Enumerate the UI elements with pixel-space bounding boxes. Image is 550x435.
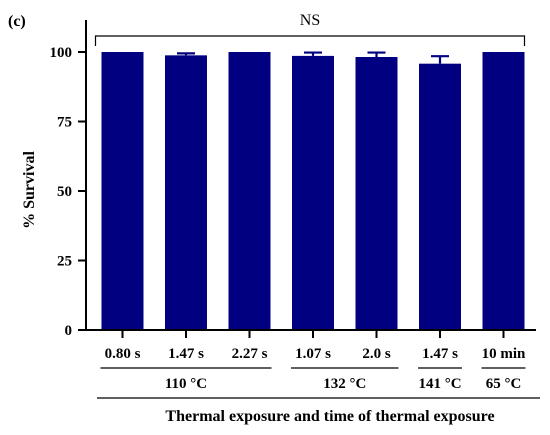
x-ticks: 0.80 s 1.47 s 2.27 s 1.07 s 2.0 s 1.47 s 10 mi… <box>105 330 526 362</box>
x-tick-label: 1.47 s <box>168 346 204 362</box>
significance-label: NS <box>300 12 320 29</box>
x-axis: 0.80 s 1.47 s 2.27 s 1.07 s 2.0 s 1.47 s 10 mi… <box>85 329 536 362</box>
group-label: 65 °C <box>486 376 522 392</box>
error-bars <box>177 51 449 64</box>
x-tick-label: 2.0 s <box>362 346 391 362</box>
y-tick-label: 25 <box>57 254 72 270</box>
bar <box>482 52 525 330</box>
bar <box>165 55 207 330</box>
y-tick-label: 50 <box>57 184 72 200</box>
group-label: 132 °C <box>323 376 366 392</box>
x-axis-label: Thermal exposure and time of thermal exp… <box>165 408 494 425</box>
significance-bracket-line <box>94 35 526 46</box>
y-tick-label: 100 <box>50 45 73 61</box>
bars <box>101 52 525 331</box>
significance-bracket: NS <box>94 12 526 46</box>
x-tick-label: 0.80 s <box>105 346 141 362</box>
y-axis-label: % Survival <box>21 151 38 229</box>
group-label: 110 °C <box>165 376 207 392</box>
y-axis: 0 25 50 75 100 <box>50 20 87 339</box>
y-tick-label: 0 <box>65 323 73 339</box>
panel-label: (c) <box>8 13 26 30</box>
group-label: 141 °C <box>418 376 461 392</box>
bar <box>292 55 334 330</box>
x-tick-label: 10 min <box>482 346 526 362</box>
temperature-groups: 110 °C 132 °C 141 °C 65 °C <box>97 367 540 399</box>
y-tick-label: 75 <box>57 115 72 131</box>
bar <box>101 52 144 330</box>
x-tick-label: 1.47 s <box>422 346 458 362</box>
bar <box>228 52 271 330</box>
bar <box>355 57 398 331</box>
x-tick-label: 2.27 s <box>232 346 268 362</box>
bar <box>419 63 461 331</box>
y-ticks: 0 25 50 75 100 <box>50 45 86 339</box>
x-tick-label: 1.07 s <box>295 346 331 362</box>
